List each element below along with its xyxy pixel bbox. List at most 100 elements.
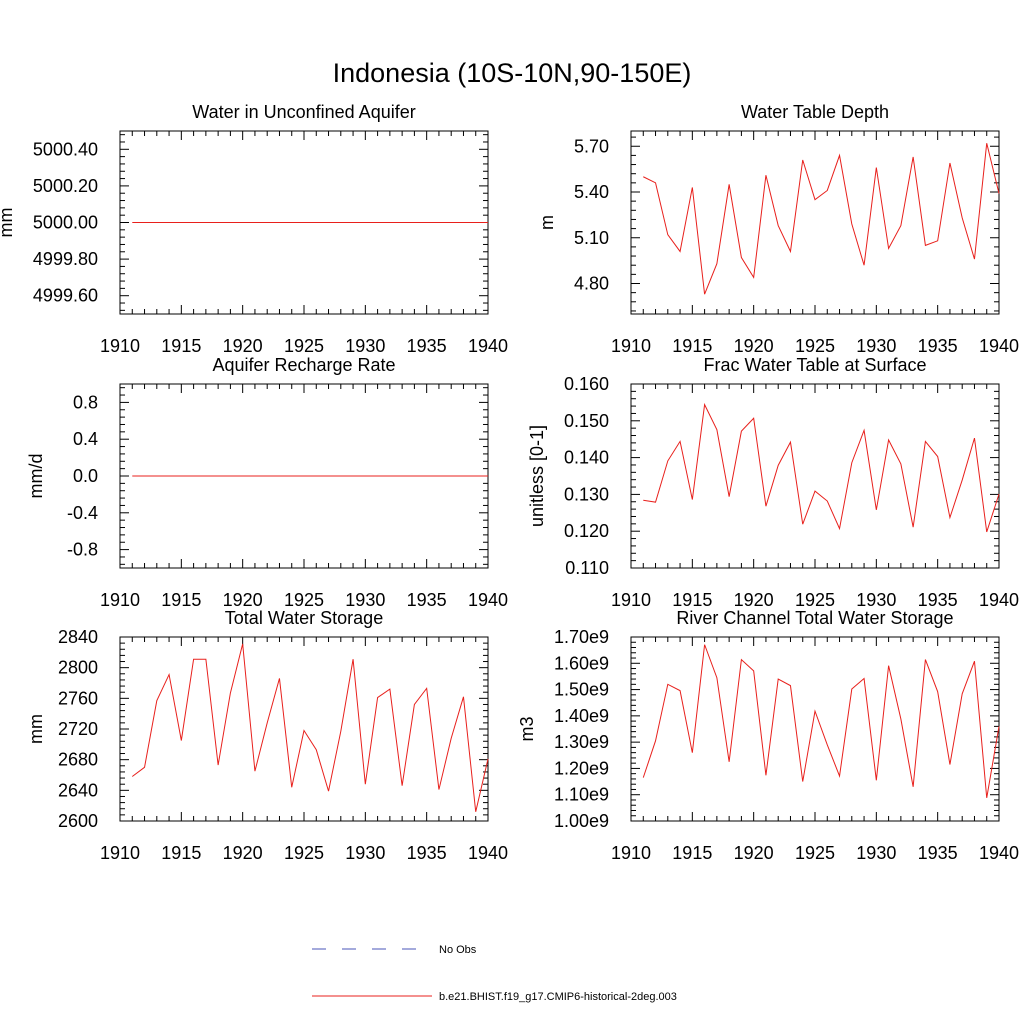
y-tick-label: 1.40e9 <box>554 706 609 726</box>
x-tick-label: 1910 <box>611 590 651 610</box>
x-tick-label: 1940 <box>468 590 508 610</box>
x-tick-label: 1935 <box>407 336 447 356</box>
x-tick-label: 1910 <box>611 843 651 863</box>
x-tick-label: 1930 <box>345 843 385 863</box>
x-tick-label: 1915 <box>161 843 201 863</box>
x-tick-label: 1910 <box>100 843 140 863</box>
x-tick-label: 1935 <box>407 843 447 863</box>
x-tick-label: 1920 <box>223 843 263 863</box>
panel-title: Total Water Storage <box>225 608 383 628</box>
y-tick-label: 1.00e9 <box>554 811 609 831</box>
x-tick-label: 1940 <box>979 843 1019 863</box>
panel-title: Water in Unconfined Aquifer <box>192 102 415 122</box>
y-tick-label: 5000.20 <box>33 176 98 196</box>
legend-label-no-obs: No Obs <box>439 944 477 956</box>
y-tick-label: 2680 <box>58 750 98 770</box>
x-tick-label: 1925 <box>795 843 835 863</box>
x-tick-label: 1930 <box>856 843 896 863</box>
y-tick-label: 4.80 <box>574 274 609 294</box>
y-tick-label: 1.30e9 <box>554 732 609 752</box>
y-tick-label: 2600 <box>58 811 98 831</box>
y-tick-label: 0.160 <box>564 374 609 394</box>
x-tick-label: 1915 <box>161 336 201 356</box>
x-tick-label: 1915 <box>161 590 201 610</box>
plot-frame <box>630 383 1000 569</box>
chart-panel-6: 1910 1915 1920 1925 1930 1935 1940 1.00e9 1.10e9… <box>517 608 1019 863</box>
y-tick-label: 0.120 <box>564 521 609 541</box>
panels: 1910 1915 1920 1925 1930 1935 1940 4999.60 4999.… <box>0 102 1019 863</box>
x-tick-label: 1930 <box>856 590 896 610</box>
y-tick-label: 1.60e9 <box>554 653 609 673</box>
chart-panel-1: 1910 1915 1920 1925 1930 1935 1940 4999.60 4999.… <box>0 102 508 356</box>
y-tick-label: 5.70 <box>574 136 609 156</box>
y-tick-label: 5.40 <box>574 182 609 202</box>
y-axis-label: unitless [0-1] <box>527 425 547 527</box>
y-tick-label: 5000.00 <box>33 213 98 233</box>
panel-title: River Channel Total Water Storage <box>676 608 953 628</box>
x-tick-label: 1915 <box>672 843 712 863</box>
chart-panel-4: 1910 1915 1920 1925 1930 1935 1940 0.110 0.120 0.… <box>527 355 1019 610</box>
x-tick-label: 1935 <box>918 336 958 356</box>
x-tick-label: 1915 <box>672 336 712 356</box>
x-tick-label: 1935 <box>918 590 958 610</box>
y-tick-label: 0.150 <box>564 411 609 431</box>
y-tick-label: 1.20e9 <box>554 758 609 778</box>
y-tick-label: 1.10e9 <box>554 785 609 805</box>
x-tick-label: 1925 <box>284 590 324 610</box>
x-tick-label: 1935 <box>407 590 447 610</box>
x-tick-label: 1920 <box>223 336 263 356</box>
y-tick-label: 1.50e9 <box>554 680 609 700</box>
series-line <box>643 402 1000 533</box>
y-tick-label: 0.8 <box>73 392 98 412</box>
x-tick-label: 1915 <box>672 590 712 610</box>
y-tick-label: 0.130 <box>564 484 609 504</box>
y-tick-label: -0.4 <box>67 503 98 523</box>
x-tick-label: 1920 <box>734 590 774 610</box>
series-line <box>642 644 1000 798</box>
y-tick-label: 2840 <box>58 627 98 647</box>
x-tick-label: 1920 <box>734 336 774 356</box>
x-tick-label: 1930 <box>345 590 385 610</box>
y-tick-label: 0.110 <box>565 558 609 578</box>
y-tick-label: 2640 <box>58 780 98 800</box>
x-tick-label: 1925 <box>284 843 324 863</box>
y-axis-label: mm <box>26 714 46 744</box>
y-axis-label: mm/d <box>26 454 46 499</box>
plot-frame <box>630 130 1000 315</box>
y-tick-label: 5.10 <box>574 228 609 248</box>
panel-title: Aquifer Recharge Rate <box>212 355 395 375</box>
y-tick-label: 0.0 <box>73 466 98 486</box>
legend-label-model: b.e21.BHIST.f19_g17.CMIP6-historical-2de… <box>439 991 677 1003</box>
x-tick-label: 1910 <box>611 336 651 356</box>
x-tick-label: 1930 <box>345 336 385 356</box>
legend: No Obs b.e21.BHIST.f19_g17.CMIP6-histori… <box>312 944 677 1003</box>
x-tick-label: 1920 <box>734 843 774 863</box>
panel-title: Frac Water Table at Surface <box>703 355 926 375</box>
x-tick-label: 1925 <box>795 336 835 356</box>
y-tick-label: 2720 <box>58 719 98 739</box>
x-tick-label: 1930 <box>856 336 896 356</box>
plot-frame <box>119 636 489 822</box>
figure-title: Indonesia (10S-10N,90-150E) <box>333 58 692 88</box>
y-tick-label: 2760 <box>58 688 98 708</box>
x-tick-label: 1940 <box>468 843 508 863</box>
y-tick-label: 1.70e9 <box>554 627 609 647</box>
y-tick-label: 0.4 <box>73 429 98 449</box>
chart-panel-3: 1910 1915 1920 1925 1930 1935 1940 -0.8 -0.4 0.0 0… <box>26 355 508 610</box>
y-tick-label: 0.140 <box>564 448 609 468</box>
y-axis-label: m3 <box>517 716 537 741</box>
y-tick-label: 4999.80 <box>33 249 98 269</box>
x-tick-label: 1940 <box>979 336 1019 356</box>
y-axis-label: mm <box>0 208 16 238</box>
y-axis-label: m <box>537 215 557 230</box>
y-tick-label: 2800 <box>58 658 98 678</box>
y-tick-label: 5000.40 <box>33 139 98 159</box>
y-tick-label: 4999.60 <box>33 286 98 306</box>
series-line <box>643 143 1000 295</box>
series-line <box>131 643 489 812</box>
x-tick-label: 1925 <box>795 590 835 610</box>
x-tick-label: 1920 <box>223 590 263 610</box>
x-tick-label: 1910 <box>100 590 140 610</box>
chart-panel-5: 1910 1915 1920 1925 1930 1935 1940 2600 2640 2680… <box>26 608 508 863</box>
